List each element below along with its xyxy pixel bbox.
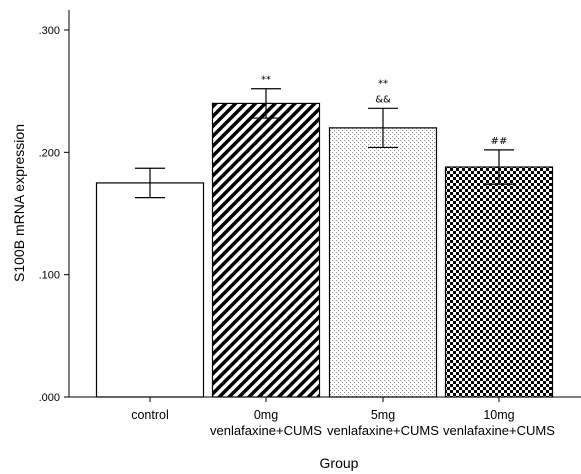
x-axis: control 0mg venlafaxine+CUMS 5mg venlafaxine… bbox=[69, 396, 581, 438]
x-tick-label: venlafaxine+CUMS bbox=[327, 424, 439, 438]
y-tick-label: .100 bbox=[39, 270, 60, 282]
x-tick-label: 0mg bbox=[254, 408, 278, 422]
bar-3 bbox=[328, 127, 438, 398]
x-tick-label: 5mg bbox=[371, 408, 395, 422]
x-tick-label: venlafaxine+CUMS bbox=[210, 424, 322, 438]
y-tick-label: .000 bbox=[39, 392, 60, 404]
x-tick-label: venlafaxine+CUMS bbox=[443, 424, 555, 438]
error-bars bbox=[135, 88, 514, 199]
significance-mark: ** bbox=[378, 78, 388, 89]
y-tick-label: .300 bbox=[39, 25, 60, 37]
significance-mark: ## bbox=[491, 136, 508, 147]
bar-1 bbox=[95, 182, 205, 398]
y-tick-label: .200 bbox=[39, 147, 60, 159]
x-tick-label: 10mg bbox=[483, 408, 514, 422]
bars bbox=[95, 102, 554, 398]
significance-mark: ** bbox=[261, 75, 271, 86]
x-axis-title: Group bbox=[320, 455, 359, 471]
bar-4 bbox=[444, 166, 554, 398]
significance-annotations: ** ** && ## bbox=[261, 75, 507, 147]
y-axis: .000 .100 .200 .300 bbox=[39, 10, 70, 404]
y-axis-title: S100B mRNA expression bbox=[11, 124, 27, 282]
significance-mark: && bbox=[375, 94, 391, 105]
x-tick-label: control bbox=[131, 408, 169, 422]
bar-2 bbox=[211, 102, 321, 398]
